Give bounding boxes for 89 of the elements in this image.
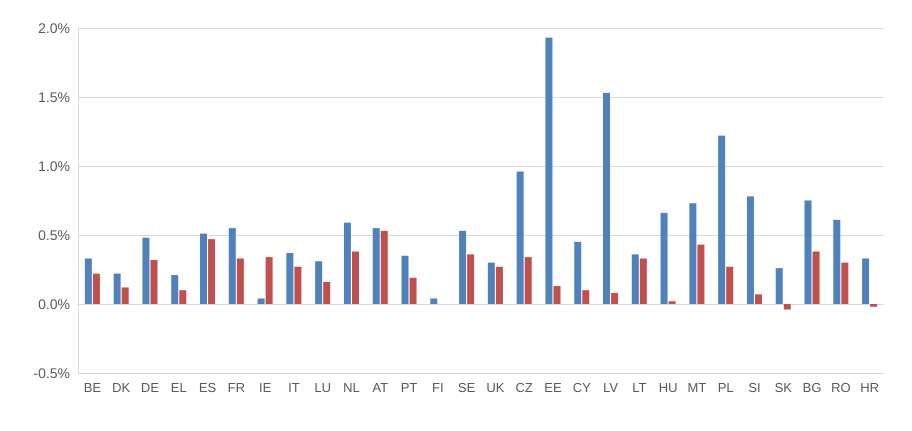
bar: [258, 298, 265, 304]
bar: [286, 252, 294, 304]
bar: [410, 278, 417, 304]
x-tick-label: LU: [314, 380, 331, 395]
x-tick-label: UK: [486, 380, 505, 395]
bar: [524, 257, 532, 304]
x-tick-label: DE: [140, 380, 160, 395]
x-tick-label: SE: [458, 380, 476, 395]
bar: [545, 38, 552, 304]
y-tick-label: 1.5%: [38, 89, 70, 105]
y-tick-label: -0.5%: [33, 365, 70, 381]
x-tick-label: PL: [718, 380, 734, 395]
x-tick-label: NL: [343, 380, 360, 395]
bar: [84, 258, 92, 304]
bar: [208, 239, 216, 304]
bar: [266, 257, 273, 304]
bar: [784, 304, 791, 310]
bar: [804, 200, 812, 304]
x-tick-label: HU: [658, 380, 678, 395]
y-tick-label: 0.5%: [38, 227, 70, 243]
bar: [430, 298, 438, 304]
bar: [862, 258, 870, 304]
bar: [697, 244, 704, 304]
x-tick-label: BG: [802, 380, 822, 395]
bar: [496, 266, 503, 304]
bar: [92, 274, 100, 304]
bar: [574, 242, 582, 304]
bar: [352, 252, 359, 304]
bar: [841, 262, 848, 304]
x-tick-label: IT: [288, 380, 300, 395]
bar: [236, 258, 244, 304]
bar: [726, 266, 734, 304]
bar: [632, 254, 639, 304]
y-tick-label: 2.0%: [38, 20, 70, 36]
bar: [150, 260, 158, 304]
bar: [323, 282, 330, 304]
x-tick-label: EE: [544, 380, 562, 395]
bar: [114, 274, 121, 304]
x-tick-label: LT: [632, 380, 646, 395]
bar: [380, 230, 388, 304]
x-tick-label: IE: [258, 380, 272, 395]
bar: [640, 258, 647, 304]
bar: [467, 254, 474, 304]
bar: [660, 212, 668, 304]
x-tick-label: SI: [748, 380, 761, 395]
x-tick-label: LV: [603, 380, 618, 395]
x-tick-label: EL: [170, 380, 187, 395]
bar: [611, 292, 618, 304]
bar: [516, 172, 524, 304]
x-tick-label: CY: [572, 380, 592, 395]
y-tick-label: 0.0%: [38, 296, 70, 312]
x-tick-label: BE: [84, 380, 102, 395]
y-tick-label: 1.0%: [38, 158, 70, 174]
bar: [459, 230, 466, 304]
bar: [718, 136, 726, 304]
x-tick-label: HR: [860, 380, 879, 395]
x-tick-label: CZ: [516, 380, 533, 395]
bar: [179, 290, 186, 304]
bar: [344, 222, 351, 304]
bar: [603, 92, 610, 304]
bar: [553, 286, 560, 304]
bar: [754, 294, 762, 304]
x-tick-label: ES: [198, 380, 217, 395]
bar: [294, 266, 302, 304]
bar: [870, 304, 878, 307]
x-tick-label: FI: [432, 380, 444, 395]
x-tick-label: MT: [688, 380, 706, 395]
bar: [171, 275, 178, 304]
bar: [402, 256, 409, 304]
bar: [372, 228, 380, 304]
x-tick-label: PT: [400, 380, 418, 395]
x-tick-label: SK: [774, 380, 792, 395]
bar: [668, 301, 676, 304]
bar: [228, 228, 236, 304]
x-tick-label: AT: [372, 380, 388, 395]
bar: [122, 287, 129, 304]
bar: [315, 261, 322, 304]
bar: [142, 238, 150, 304]
x-tick-label: RO: [831, 380, 851, 395]
x-tick-label: DK: [112, 380, 131, 395]
bar: [488, 262, 495, 304]
bar: [689, 203, 696, 304]
bar: [833, 220, 840, 304]
bar: [776, 268, 783, 304]
bar: [812, 252, 820, 304]
bar: [200, 234, 208, 304]
bar: [582, 290, 590, 304]
bar: [746, 196, 754, 304]
x-tick-label: FR: [228, 380, 245, 395]
